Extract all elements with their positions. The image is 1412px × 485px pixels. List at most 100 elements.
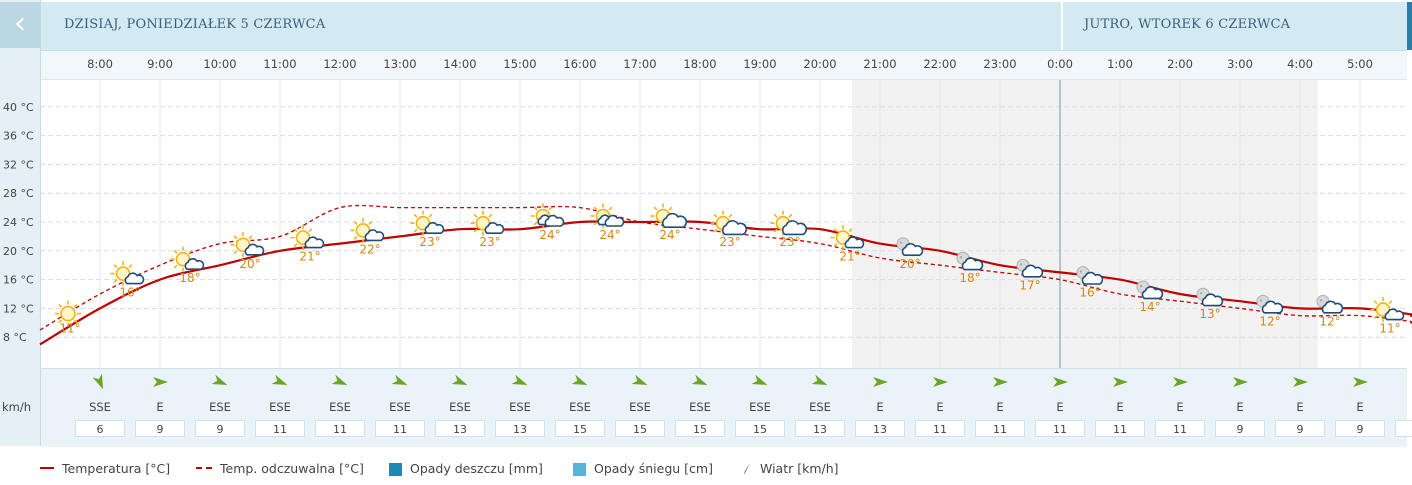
wind-cell: E 11 [910,369,970,447]
moon-clouds-icon [956,251,984,271]
legend-wind[interactable]: Wiatr [km/h] [740,461,839,479]
wind-direction: E [1390,400,1412,414]
wind-cell: ESE 15 [550,369,610,447]
temperature-label: 18° [179,271,200,285]
rain-swatch [389,463,402,476]
wind-cell: ESE 15 [610,369,670,447]
legend-temperature-label: Temperatura [°C] [62,461,171,476]
moon-clouds-icon [1316,294,1344,314]
legend-rain[interactable]: Opady deszczu [mm] [389,461,543,479]
wind-direction: ESE [809,400,831,414]
temperature-label: 23° [419,235,440,249]
temperature-label: 23° [479,235,500,249]
temperature-label: 11° [59,322,80,336]
wind-cell: ESE 11 [370,369,430,447]
previous-day-button[interactable]: ‹ [0,2,40,48]
temperature-line [39,220,1412,346]
hour-label: 3:00 [1227,57,1253,71]
y-tick-label: 24 °C [3,216,34,229]
wind-cell: ESE 13 [790,369,850,447]
scroll-right-strip[interactable] [1407,2,1412,50]
wind-direction: ESE [269,400,291,414]
moon-clouds-icon [1256,294,1284,314]
sun-cloud-icon [350,217,385,243]
wind-direction: ESE [509,400,531,414]
y-tick-label: 16 °C [3,274,34,287]
wind-arrow-icon [811,374,828,386]
hour-label: 20:00 [803,57,837,71]
wind-cell: E 13 [850,369,910,447]
wind-speed: 15 [675,420,725,437]
temperature-label: 12° [1319,314,1340,328]
y-tick-label: 36 °C [3,130,34,143]
wind-arrow-icon [742,462,750,476]
hour-label: 19:00 [743,57,777,71]
temperature-label: 12° [1259,314,1280,328]
wind-speed: 11 [375,420,425,437]
sun-cloud-icon [290,225,325,251]
wind-cell: ESE 13 [430,369,490,447]
tomorrow-label: JUTRO, WTOREK 6 CZERWCA [1084,17,1291,32]
sun-cloud-icon [470,210,505,236]
wind-arrow-icon [451,374,468,386]
wind-cell: ESE 15 [730,369,790,447]
wind-direction: E [1116,400,1124,414]
sun-icon [55,300,81,327]
wind-speed: 13 [795,420,845,437]
y-tick-label: 28 °C [3,187,34,200]
temperature-label: 20° [899,257,920,271]
wind-speed: 15 [555,420,605,437]
hour-label: 14:00 [443,57,477,71]
wind-arrow-icon [993,377,1008,387]
wind-unit-label: km/h [2,400,32,414]
wind-arrow-icon [92,373,104,390]
legend-temperature[interactable]: Temperatura [°C] [40,461,170,479]
wind-direction: ESE [449,400,471,414]
wind-speed: 11 [915,420,965,437]
today-label: DZISIAJ, PONIEDZIAŁEK 5 CZERWCA [64,17,326,32]
wind-direction: E [876,400,884,414]
temperature-label: 21° [839,250,860,264]
temperature-label: 16° [1079,286,1100,300]
moon-clouds-icon [1136,280,1164,300]
temperature-label: 14° [1139,300,1160,314]
legend-rain-label: Opady deszczu [mm] [410,461,543,476]
hour-label: 0:00 [1047,57,1073,71]
snow-swatch [573,463,586,476]
wind-cell: ESE 13 [490,369,550,447]
night-band [852,80,1318,368]
temperature-label: 21° [299,250,320,264]
wind-arrow-icon [631,374,648,386]
hour-label: 12:00 [323,57,357,71]
wind-direction: E [1356,400,1364,414]
wind-arrow-icon [751,374,768,386]
wind-speed: 15 [615,420,665,437]
wind-direction: E [996,400,1004,414]
wind-direction: ESE [749,400,771,414]
temperature-label: 16° [119,286,140,300]
wind-arrow-icon [331,374,348,386]
wind-speed: 11 [1095,420,1145,437]
temperature-label: 23° [779,235,800,249]
wind-speed: 11 [1035,420,1085,437]
wind-speed: 13 [435,420,485,437]
solid-line-swatch [40,467,54,469]
hour-label: 22:00 [923,57,957,71]
legend-snow[interactable]: Opady śniegu [cm] [573,461,713,479]
wind-speed: 13 [855,420,905,437]
legend-feels-like[interactable]: Temp. odczuwalna [°C] [196,461,364,479]
moon-clouds-icon [1196,287,1224,307]
wind-speed: 13 [495,420,545,437]
wind-row: SSE 6 E 9 ESE 9 ESE 11 ESE 11 ESE 11 ESE 13 ESE 13 ESE 15… [41,368,1412,447]
wind-direction: E [1176,400,1184,414]
sun-cloud-icon [1370,297,1405,323]
wind-cell: E 11 [1030,369,1090,447]
wind-direction: ESE [569,400,591,414]
hour-label: 21:00 [863,57,897,71]
wind-speed: 9 [1215,420,1265,437]
temperature-label: 13° [1199,307,1220,321]
sun-cloud-big-icon [770,210,808,236]
wind-direction: E [156,400,164,414]
